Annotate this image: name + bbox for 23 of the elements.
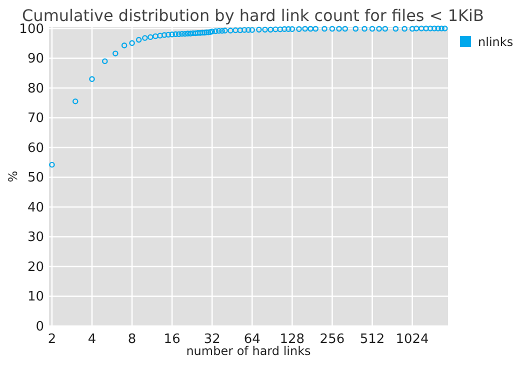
y-tick-label: 50 (27, 170, 44, 186)
x-axis-title: number of hard links (186, 344, 311, 358)
y-tick-label: 60 (27, 140, 44, 156)
y-tick-label: 40 (27, 200, 44, 216)
y-tick-label: 0 (36, 320, 44, 334)
x-tick-label: 1024 (396, 332, 429, 347)
x-tick-label: 16 (164, 332, 180, 347)
x-tick-label: 512 (360, 332, 385, 347)
y-axis-title: % (6, 170, 20, 182)
x-tick-label: 2 (48, 332, 56, 347)
x-tick-label: 32 (204, 332, 220, 347)
x-tick-label: 256 (320, 332, 345, 347)
x-tick-label: 64 (244, 332, 260, 347)
x-tick-label: 4 (88, 332, 96, 347)
y-tick-label: 90 (27, 52, 44, 67)
y-tick-label: 10 (27, 290, 44, 305)
y-tick-label: 20 (27, 260, 44, 275)
legend-label: nlinks (478, 35, 514, 49)
x-tick-label: 128 (280, 332, 305, 347)
x-tick-label: 8 (128, 332, 136, 347)
y-tick-label: 70 (27, 111, 44, 126)
y-tick-label: 30 (27, 230, 44, 246)
y-tick-label: 80 (27, 81, 44, 96)
